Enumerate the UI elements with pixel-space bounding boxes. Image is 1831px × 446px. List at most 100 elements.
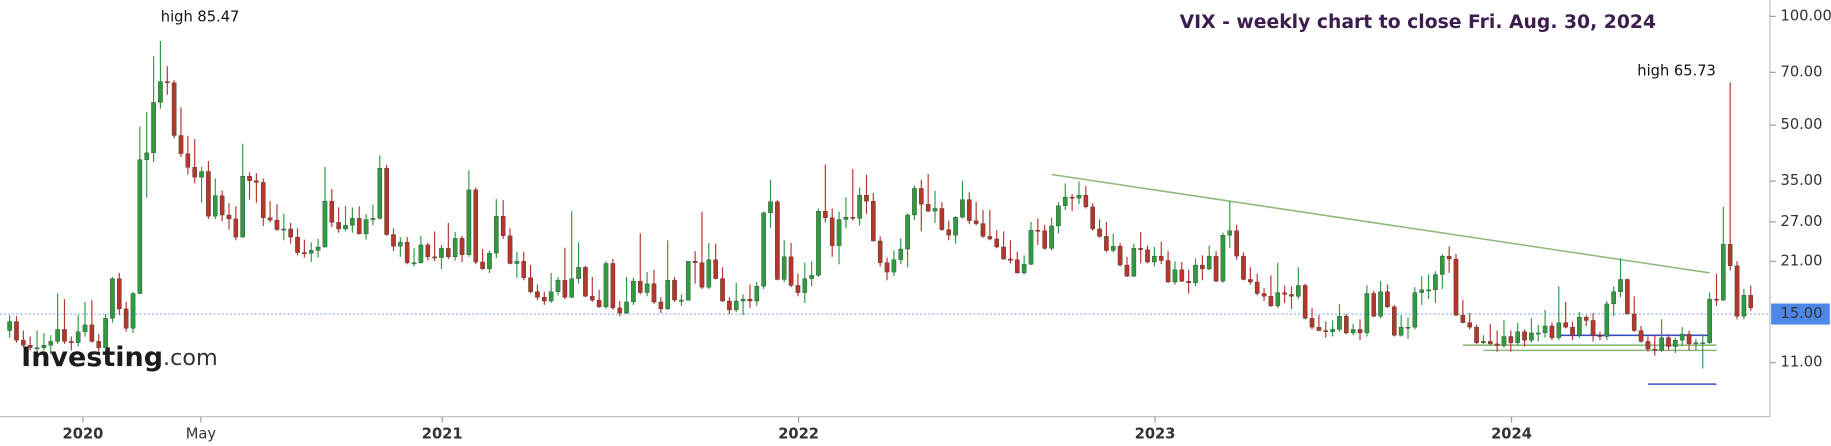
candle-body	[1296, 285, 1301, 297]
y-tick-label: 100.00	[1781, 7, 1831, 24]
candle-body	[418, 244, 424, 263]
candle-body	[96, 341, 102, 348]
candle-body	[1707, 298, 1712, 343]
x-tick-label: May	[186, 425, 217, 442]
candle-body	[946, 229, 952, 236]
candle-body	[1316, 326, 1322, 331]
candle-body	[740, 298, 746, 302]
price-label: 15.00	[1781, 305, 1823, 322]
candle-body	[631, 280, 636, 303]
candle-body	[1193, 264, 1198, 284]
candle-body	[1727, 244, 1733, 266]
candle-body	[768, 201, 773, 213]
candle-body	[1542, 325, 1548, 334]
candle-body	[144, 152, 150, 160]
candle-body	[1001, 246, 1006, 260]
candle-body	[836, 219, 842, 246]
candle-body	[1124, 264, 1130, 277]
trendline	[1051, 173, 1710, 274]
candle-body	[1083, 194, 1089, 208]
x-tick-label: 2021	[422, 425, 463, 442]
candle-body	[1227, 230, 1233, 236]
x-tick-label: 2024	[1491, 425, 1532, 442]
candle-body	[548, 291, 554, 302]
candle-body	[1453, 258, 1459, 316]
candle-body	[350, 218, 355, 226]
candle-body	[1014, 259, 1020, 274]
candle-body	[1056, 205, 1061, 227]
candle-body	[1275, 292, 1281, 307]
candle-body	[500, 215, 506, 236]
candle-body	[130, 293, 136, 329]
candle-body	[1734, 265, 1740, 317]
candle-body	[1515, 331, 1520, 343]
candle-body	[665, 280, 670, 310]
candle-body	[1104, 236, 1109, 251]
candle-body	[1364, 293, 1370, 334]
candle-body	[1241, 255, 1246, 280]
candle-body	[260, 182, 266, 218]
candle-body	[555, 280, 561, 292]
candle-body	[932, 208, 938, 212]
y-tick-label: 21.00	[1781, 252, 1823, 269]
candle-body	[1069, 196, 1075, 199]
candle-body	[1631, 313, 1637, 331]
candle-body	[185, 153, 191, 168]
candle-body	[1090, 206, 1095, 230]
candle-body	[1186, 280, 1191, 284]
candle-body	[521, 261, 527, 278]
candle-body	[1206, 255, 1212, 270]
candle-body	[1590, 320, 1596, 336]
candle-body	[1618, 279, 1623, 292]
candle-body	[1563, 322, 1568, 328]
candle-body	[1261, 293, 1267, 297]
candle-body	[459, 238, 465, 255]
candle-body	[596, 299, 602, 308]
candle-body	[1344, 315, 1349, 334]
candle-body	[384, 168, 389, 235]
candle-body	[343, 225, 348, 230]
candle-body	[583, 267, 588, 297]
candle-body	[487, 253, 492, 270]
candle-body	[391, 234, 396, 247]
candle-body	[514, 261, 520, 264]
candle-body	[1152, 255, 1157, 263]
candle-body	[7, 321, 12, 331]
candle-body	[89, 324, 95, 342]
candle-body	[1110, 246, 1116, 251]
y-tick-label: 50.00	[1781, 116, 1823, 133]
candle-body	[27, 345, 33, 348]
candle-body	[1693, 342, 1699, 345]
candle-body	[1597, 335, 1603, 337]
candle-body	[733, 300, 739, 311]
candle-body	[1460, 314, 1466, 323]
candle-body	[302, 252, 307, 254]
candle-body	[994, 238, 1000, 248]
candle-body	[1549, 325, 1555, 338]
candle-body	[713, 259, 718, 279]
candle-body	[226, 214, 232, 220]
candle-body	[1337, 315, 1342, 330]
candle-body	[754, 286, 760, 302]
candle-body	[589, 296, 595, 301]
candle-body	[494, 215, 499, 254]
candle-body	[891, 259, 897, 273]
candle-body	[857, 194, 862, 219]
candle-body	[1439, 255, 1445, 275]
candle-body	[1748, 295, 1754, 309]
candle-body	[110, 278, 115, 319]
candle-body	[1433, 274, 1438, 291]
candle-body	[980, 223, 986, 237]
candle-body	[288, 228, 293, 238]
candle-body	[1700, 342, 1706, 345]
candle-body	[795, 285, 801, 293]
candle-body	[116, 278, 122, 310]
candle-body	[1467, 322, 1473, 328]
candle-body	[1330, 329, 1335, 332]
candle-body	[446, 248, 451, 258]
candle-body	[1604, 303, 1610, 337]
candle-body	[816, 210, 821, 276]
candle-body	[69, 341, 74, 343]
